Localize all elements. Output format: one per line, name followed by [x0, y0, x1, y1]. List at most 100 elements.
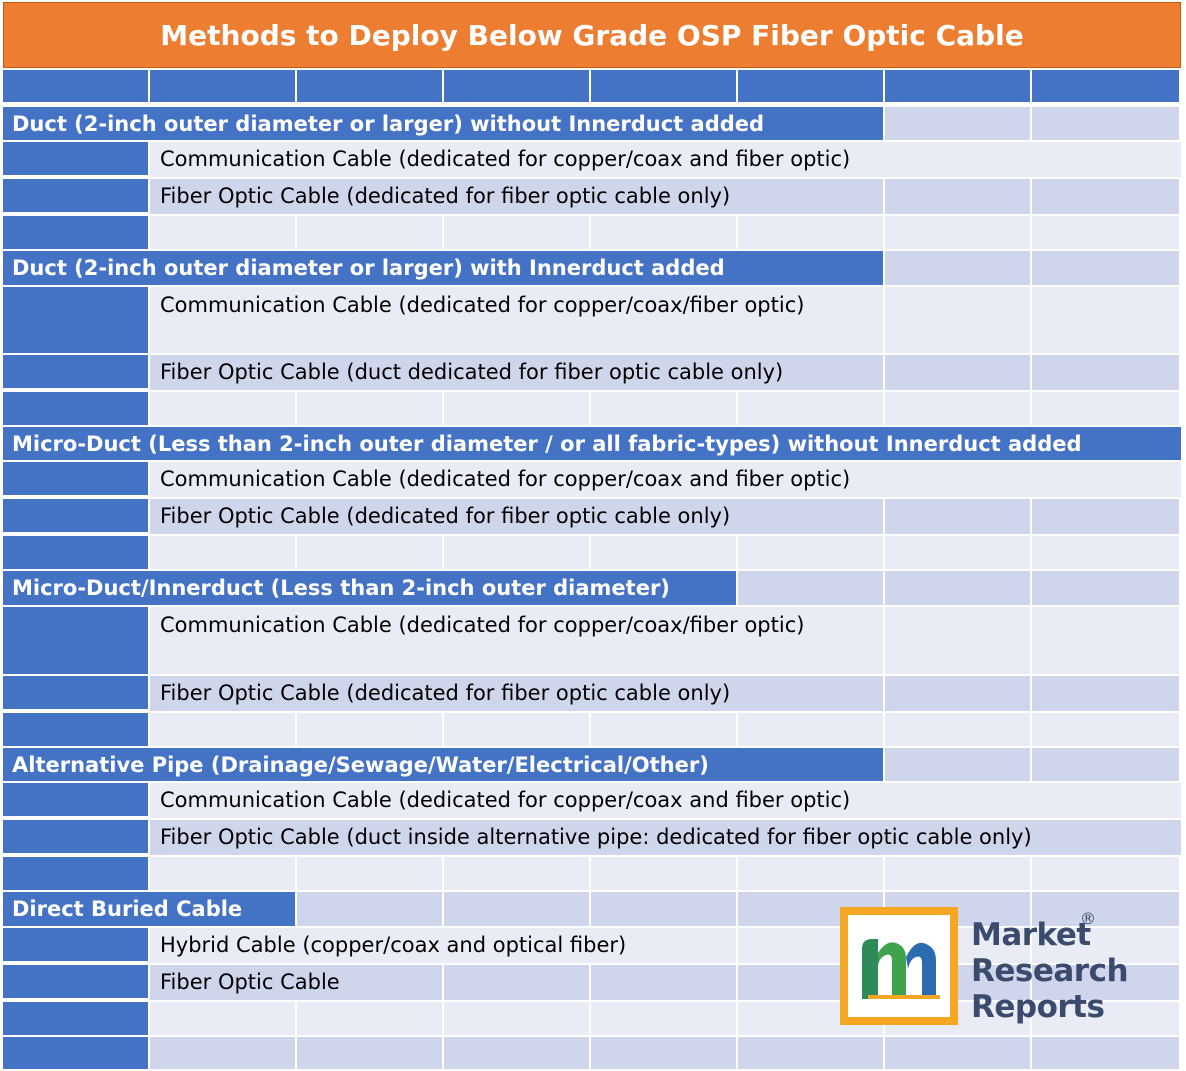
row-marker-cell [3, 713, 150, 748]
table-cell [885, 1037, 1032, 1071]
row-marker-cell [3, 462, 150, 497]
table-cell [1032, 499, 1181, 536]
table-cell [885, 713, 1032, 748]
section-header: Alternative Pipe (Drainage/Sewage/Water/… [3, 748, 885, 783]
table-cell [444, 965, 591, 1002]
section-header: Direct Buried Cable [3, 892, 297, 928]
table-cell [738, 713, 885, 748]
registered-mark: ® [1080, 909, 1096, 928]
table-cell [297, 536, 444, 571]
list-item: Fiber Optic Cable (dedicated for fiber o… [150, 676, 885, 713]
row-marker-cell [3, 392, 150, 427]
table-cell [1032, 748, 1181, 783]
table-cell [444, 216, 591, 251]
table-cell [885, 571, 1032, 607]
logo-wordmark: Market Research Reports [971, 917, 1129, 1025]
table-header-cell [591, 70, 738, 104]
list-item: Fiber Optic Cable (dedicated for fiber o… [150, 179, 885, 216]
table-cell [885, 251, 1032, 287]
table-cell [150, 713, 297, 748]
table-cell [1032, 287, 1181, 355]
table-cell [444, 892, 591, 928]
row-marker-cell [3, 965, 150, 1000]
list-item: Fiber Optic Cable [150, 965, 444, 1002]
table-cell [150, 857, 297, 892]
section-header: Micro-Duct/Innerduct (Less than 2-inch o… [3, 571, 738, 607]
table-cell [444, 392, 591, 427]
table-cell [591, 1037, 738, 1071]
table-cell [885, 179, 1032, 216]
section-header: Duct (2-inch outer diameter or larger) w… [3, 107, 885, 142]
table-cell [738, 571, 885, 607]
list-item: Fiber Optic Cable (duct inside alternati… [150, 820, 1181, 857]
table-cell [297, 857, 444, 892]
table-cell [738, 857, 885, 892]
table-cell [1032, 355, 1181, 392]
table-cell [1032, 676, 1181, 713]
logo-word-reports: Reports [971, 989, 1105, 1025]
row-marker-cell [3, 499, 150, 534]
row-marker-cell [3, 676, 150, 711]
table-cell [1032, 571, 1181, 607]
list-item: Hybrid Cable (copper/coax and optical fi… [150, 928, 738, 965]
logo-emblem [840, 907, 958, 1025]
table-header-cell [297, 70, 444, 104]
table-header-cell [150, 70, 297, 104]
table-cell [150, 1037, 297, 1071]
table-cell [150, 1002, 297, 1037]
table-cell [1032, 607, 1181, 676]
row-marker-cell [3, 607, 150, 676]
table-cell [885, 107, 1032, 142]
table-cell [738, 536, 885, 571]
table-cell [297, 216, 444, 251]
table-cell [1032, 392, 1181, 427]
table-cell [1032, 1002, 1181, 1037]
row-marker-cell [3, 783, 150, 818]
table-cell [444, 536, 591, 571]
table-cell [738, 1037, 885, 1071]
table-cell [591, 892, 738, 928]
table-cell [591, 536, 738, 571]
logo-word-market: Market [971, 917, 1091, 953]
list-item: Communication Cable (dedicated for coppe… [150, 462, 1181, 499]
table-cell [885, 857, 1032, 892]
table-cell [591, 1002, 738, 1037]
row-marker-cell [3, 287, 150, 355]
table-cell [1032, 965, 1181, 1002]
table-cell [1032, 251, 1181, 287]
table-cell [885, 216, 1032, 251]
row-marker-cell [3, 1037, 150, 1071]
table-cell [885, 536, 1032, 571]
table-cell [297, 713, 444, 748]
table-cell [444, 713, 591, 748]
table-cell [1032, 1037, 1181, 1071]
row-marker-cell [3, 857, 150, 892]
table-header-cell [1032, 70, 1181, 104]
table-cell [738, 392, 885, 427]
list-item: Communication Cable (dedicated for coppe… [150, 783, 1181, 820]
table-cell [885, 499, 1032, 536]
table-cell [444, 857, 591, 892]
table-cell [591, 216, 738, 251]
table-cell [444, 1002, 591, 1037]
list-item: Communication Cable (dedicated for coppe… [150, 142, 1181, 179]
table-cell [150, 392, 297, 427]
table-cell [1032, 857, 1181, 892]
table-cell [885, 748, 1032, 783]
table-header-cell [444, 70, 591, 104]
m-logo-icon [862, 939, 940, 999]
list-item: Fiber Optic Cable (duct dedicated for fi… [150, 355, 885, 392]
row-marker-cell [3, 928, 150, 963]
table-header-cell [885, 70, 1032, 104]
table-cell [297, 392, 444, 427]
table-cell [885, 392, 1032, 427]
table-cell [591, 857, 738, 892]
table-cell [1032, 892, 1181, 928]
table-cell [885, 676, 1032, 713]
list-item: Communication Cable (dedicated for coppe… [150, 287, 885, 355]
table-cell [444, 1037, 591, 1071]
table-cell [885, 287, 1032, 355]
table-cell [297, 1002, 444, 1037]
row-marker-cell [3, 216, 150, 251]
logo-word-research: Research [971, 953, 1129, 989]
